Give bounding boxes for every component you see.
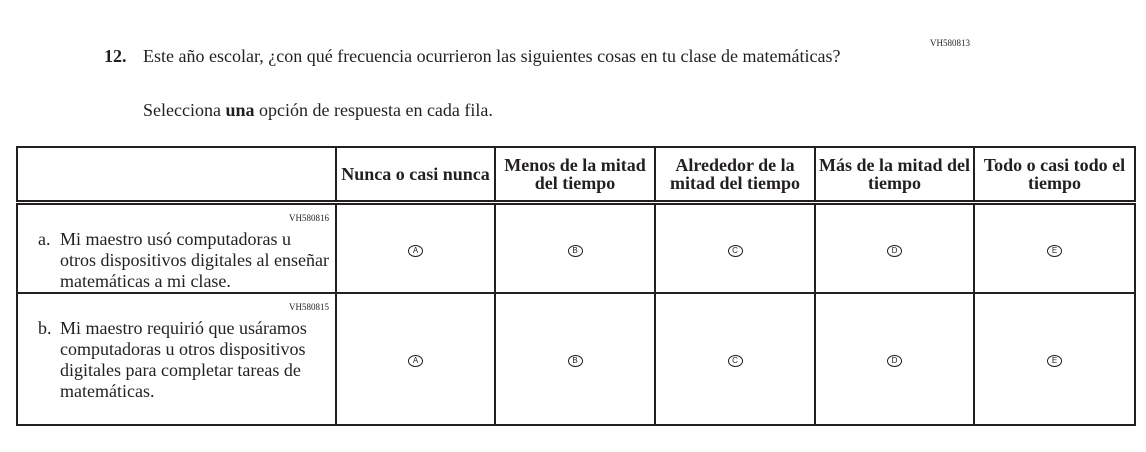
item-text: Mi maestro usó computadoras u otros disp…: [60, 229, 329, 291]
response-bubble-c[interactable]: C: [727, 355, 743, 367]
row-stem: VH580815 b. Mi maestro requirió que usára…: [16, 292, 337, 426]
instruction-text: Selecciona: [143, 100, 226, 120]
item-label: b.: [38, 318, 52, 338]
response-cell: A: [335, 292, 496, 426]
response-bubble-d[interactable]: D: [887, 244, 902, 257]
question-number: 12.: [104, 46, 127, 66]
question-code: VH580813: [930, 38, 970, 48]
response-cell: D: [814, 201, 975, 294]
response-cell: E: [973, 292, 1136, 426]
column-header: Más de la mitad del tiempo: [814, 146, 975, 205]
response-cell: A: [335, 201, 496, 294]
response-cell: C: [654, 201, 816, 294]
response-bubble-e[interactable]: E: [1047, 355, 1062, 367]
header-row: Nunca o casi nunca Menos de la mitad del…: [16, 146, 1136, 205]
table-row: VH580816 a. Mi maestro usó computadoras u…: [16, 201, 1136, 294]
blank-header: [16, 146, 337, 205]
question-text: Este año escolar, ¿con qué frecuencia oc…: [143, 46, 841, 66]
response-bubble-b[interactable]: B: [567, 355, 583, 367]
response-bubble-a[interactable]: A: [408, 244, 423, 257]
response-grid: Nunca o casi nunca Menos de la mitad del…: [16, 146, 1136, 426]
response-cell: B: [494, 201, 656, 294]
response-bubble-d[interactable]: D: [887, 355, 902, 367]
item-text: Mi maestro requirió que usáramos computa…: [60, 318, 307, 401]
item-label: a.: [38, 229, 51, 249]
response-bubble-e[interactable]: E: [1047, 244, 1062, 257]
instruction-text: opción de respuesta en cada fila.: [254, 100, 493, 120]
response-bubble-b[interactable]: B: [567, 244, 583, 257]
response-cell: D: [814, 292, 975, 426]
row-stem: VH580816 a. Mi maestro usó computadoras u…: [16, 201, 337, 294]
response-cell: C: [654, 292, 816, 426]
table-row: VH580815 b. Mi maestro requirió que usára…: [16, 292, 1136, 426]
column-header: Alrededor de la mitad del tiempo: [654, 146, 816, 205]
instruction-emphasis: una: [225, 100, 255, 120]
response-bubble-a[interactable]: A: [408, 355, 423, 367]
column-header: Todo o casi todo el tiempo: [973, 146, 1136, 205]
item-code: VH580815: [289, 302, 329, 312]
column-header: Nunca o casi nunca: [335, 146, 496, 205]
item-code: VH580816: [289, 213, 329, 223]
response-cell: B: [494, 292, 656, 426]
column-header: Menos de la mitad del tiempo: [494, 146, 656, 205]
response-cell: E: [973, 201, 1136, 294]
response-bubble-c[interactable]: C: [727, 244, 743, 257]
instruction: Selecciona una opción de respuesta en ca…: [143, 100, 493, 121]
